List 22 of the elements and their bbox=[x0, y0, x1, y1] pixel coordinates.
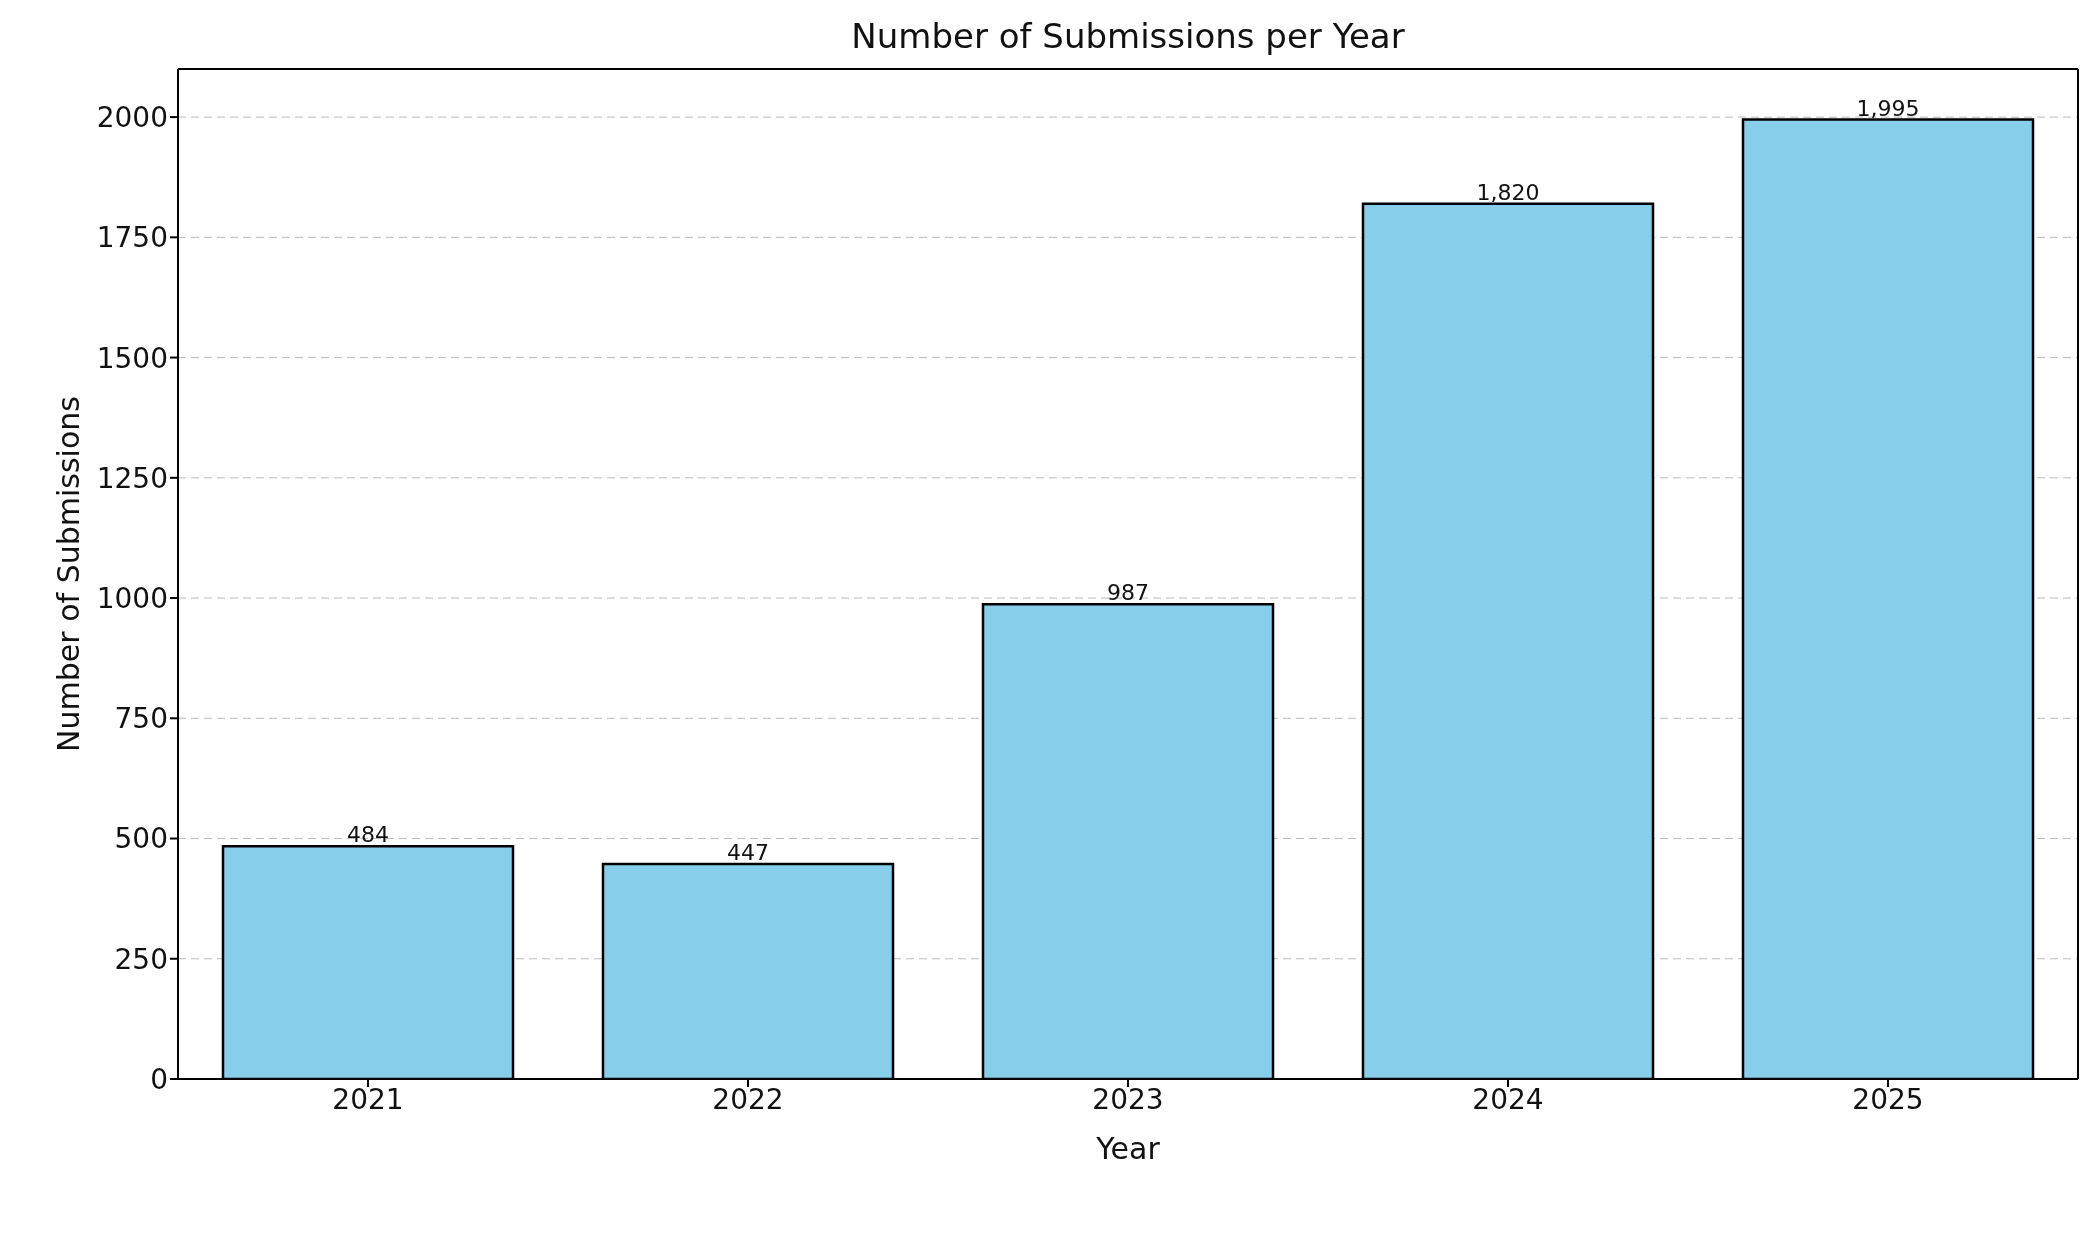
x-tick-label: 2024 bbox=[1472, 1082, 1544, 1116]
x-tick-label: 2021 bbox=[332, 1082, 404, 1116]
data-label: 1,820 bbox=[1476, 179, 1540, 205]
y-tick-label: 1000 bbox=[96, 581, 168, 615]
y-tick-label: 500 bbox=[114, 822, 168, 856]
x-axis-title: Year bbox=[1095, 1131, 1161, 1166]
y-tick-label: 1500 bbox=[96, 341, 168, 375]
data-label: 484 bbox=[347, 822, 389, 848]
x-tick-label: 2023 bbox=[1092, 1082, 1164, 1116]
data-label: 987 bbox=[1107, 580, 1149, 606]
y-tick-label: 0 bbox=[150, 1062, 168, 1096]
data-label: 447 bbox=[727, 840, 769, 866]
data-label: 1,995 bbox=[1856, 95, 1920, 121]
y-axis-title: Number of Submissions bbox=[50, 396, 86, 752]
x-tick-label: 2025 bbox=[1852, 1082, 1924, 1116]
y-tick-label: 750 bbox=[114, 702, 168, 736]
chart-title: Number of Submissions per Year bbox=[850, 16, 1406, 56]
y-tick-label: 2000 bbox=[96, 101, 168, 135]
y-tick-label: 250 bbox=[114, 942, 168, 976]
y-tick-label: 1250 bbox=[96, 461, 168, 495]
x-tick-label: 2022 bbox=[712, 1082, 784, 1116]
y-tick-label: 1750 bbox=[96, 221, 168, 255]
